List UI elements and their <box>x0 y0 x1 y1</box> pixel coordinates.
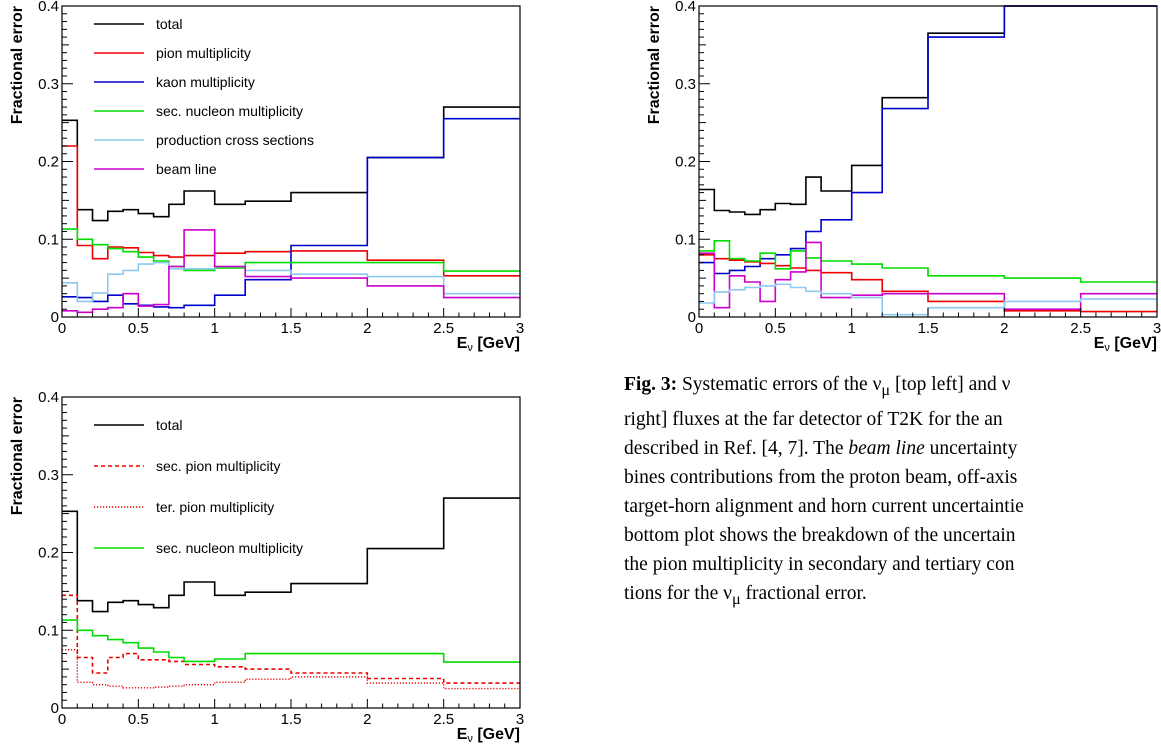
legend-label: ter. pion multiplicity <box>156 499 274 515</box>
x-tick-label: 1 <box>210 711 218 728</box>
caption-label: Fig. 3: <box>624 374 678 395</box>
caption-line-7: the pion multiplicity in secondary and t… <box>624 553 1015 575</box>
x-tick-label: 1 <box>210 320 218 337</box>
x-tick-label: 2 <box>1000 320 1008 337</box>
plot-top-right: 0 0.5 1 1.5 2 2.5 3 0 0.1 0.2 0.3 0.4 Eν [GeV] Fracti… <box>646 0 1161 354</box>
y-tick-label: 0.1 <box>38 231 59 248</box>
series-line-0 <box>62 497 520 613</box>
y-tick-label: 0 <box>51 700 59 717</box>
y-tick-label: 0.3 <box>38 467 59 484</box>
x-tick-label: 0.5 <box>128 711 149 728</box>
x-tick-label: 2 <box>363 711 371 728</box>
legend-label: sec. nucleon multiplicity <box>156 103 303 119</box>
x-tick-label: 0 <box>695 320 703 337</box>
plot-top-left: 0 0.5 1 1.5 2 2.5 3 0 0.1 0.2 0.3 0.4 Eν [GeV] Fracti… <box>9 0 524 354</box>
x-tick-label: 3 <box>1153 320 1161 337</box>
series-line-5 <box>62 229 520 314</box>
series-line-4 <box>699 241 1157 310</box>
y-tick-label: 0.4 <box>675 0 696 15</box>
series-line-2 <box>62 117 520 309</box>
series-line-0 <box>62 106 520 222</box>
series-line-5 <box>699 283 1157 316</box>
caption-line-1: Fig. 3: Systematic errors of the νμ [top… <box>624 374 1011 399</box>
x-tick-label: 2.5 <box>433 320 454 337</box>
series-line-3 <box>62 619 520 663</box>
x-axis-label: Eν [GeV] <box>457 726 520 745</box>
legend-label: production cross sections <box>156 132 314 148</box>
caption-line-3: described in Ref. [4, 7]. The beam line … <box>624 437 1018 459</box>
y-tick-label: 0.3 <box>675 76 696 93</box>
x-tick-label: 3 <box>516 711 524 728</box>
y-tick-label: 0.2 <box>38 545 59 562</box>
x-axis-label: Eν [GeV] <box>1094 335 1157 354</box>
y-axis-label: Fractional error <box>9 397 26 515</box>
y-tick-label: 0.4 <box>38 0 59 15</box>
y-axis-label: Fractional error <box>646 6 663 124</box>
x-tick-label: 2 <box>363 320 371 337</box>
y-tick-label: 0 <box>688 309 696 326</box>
series-line-1 <box>699 5 1157 275</box>
legend-label: total <box>156 16 182 32</box>
series-line-4 <box>62 261 520 303</box>
plot-bottom-left: 0 0.5 1 1.5 2 2.5 3 0 0.1 0.2 0.3 0.4 Eν [GeV] Fracti… <box>9 389 524 745</box>
y-tick-label: 0.3 <box>38 76 59 93</box>
legend-label: beam line <box>156 161 217 177</box>
figure-caption: Fig. 3: Systematic errors of the νμ [top… <box>624 370 1154 614</box>
y-tick-label: 0.4 <box>38 389 59 406</box>
y-tick-label: 0 <box>51 309 59 326</box>
legend-label: sec. nucleon multiplicity <box>156 540 303 556</box>
legend-label: total <box>156 417 182 433</box>
series-line-2 <box>699 254 1157 313</box>
x-axis-label: Eν [GeV] <box>457 335 520 354</box>
y-tick-label: 0.2 <box>675 154 696 171</box>
y-tick-label: 0.1 <box>675 231 696 248</box>
legend-label: pion multiplicity <box>156 45 251 61</box>
series-line-2 <box>62 649 520 690</box>
x-tick-label: 0.5 <box>128 320 149 337</box>
caption-line-4: bines contributions from the proton beam… <box>624 466 1018 488</box>
series-line-3 <box>62 228 520 272</box>
series-line-1 <box>62 145 520 277</box>
x-tick-label: 1.5 <box>281 711 302 728</box>
x-tick-label: 2.5 <box>433 711 454 728</box>
y-tick-label: 0.2 <box>38 154 59 171</box>
caption-line-6: bottom plot shows the breakdown of the u… <box>624 524 1016 546</box>
caption-line-8: tions for the νμ fractional error. <box>624 582 867 608</box>
x-tick-label: 1.5 <box>281 320 302 337</box>
x-tick-label: 3 <box>516 320 524 337</box>
x-tick-label: 0.5 <box>765 320 786 337</box>
caption-line-5: target-horn alignment and horn current u… <box>624 495 1024 517</box>
y-tick-label: 0.1 <box>38 622 59 639</box>
x-tick-label: 2.5 <box>1070 320 1091 337</box>
series-line-3 <box>699 240 1157 283</box>
x-tick-label: 0 <box>58 320 66 337</box>
x-tick-label: 1 <box>847 320 855 337</box>
series-line-1 <box>62 594 520 684</box>
legend-label: kaon multiplicity <box>156 74 255 90</box>
x-tick-label: 1.5 <box>918 320 939 337</box>
y-axis-label: Fractional error <box>9 6 26 124</box>
legend-label: sec. pion multiplicity <box>156 458 281 474</box>
x-tick-label: 0 <box>58 711 66 728</box>
caption-line-2: right] fluxes at the far detector of T2K… <box>624 408 1003 430</box>
